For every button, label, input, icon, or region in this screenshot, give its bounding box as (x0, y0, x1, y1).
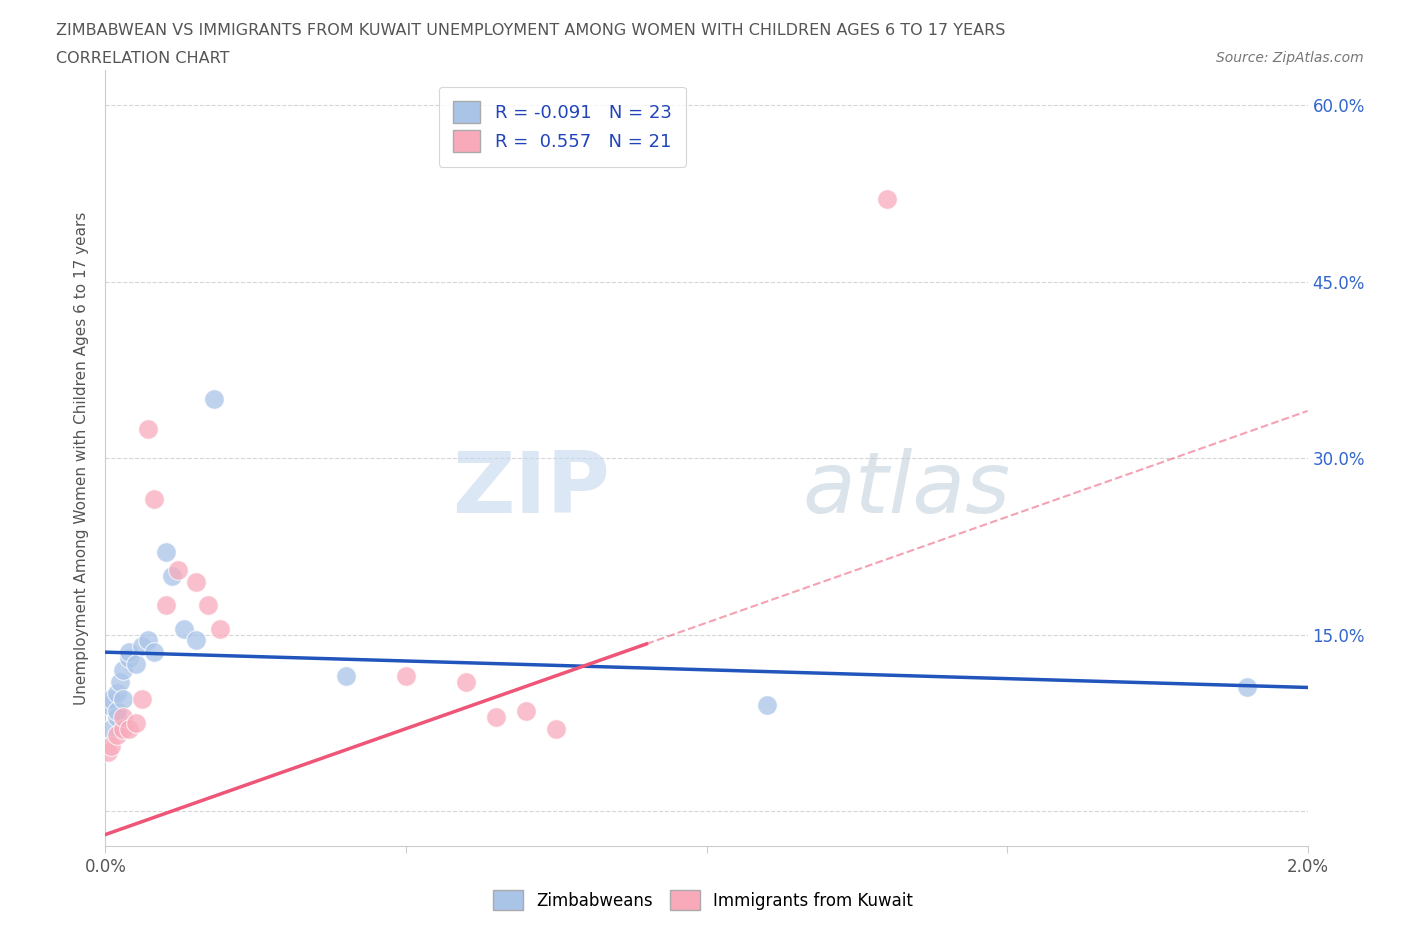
Point (202, 392, 225, 406)
Point (131, 639, 153, 654)
Point (1236, 680, 1258, 695)
Point (100, 738, 122, 753)
Point (97, 698, 120, 712)
Point (335, 669, 357, 684)
Point (112, 721, 135, 736)
Text: atlas: atlas (803, 447, 1011, 531)
Point (124, 657, 146, 671)
Legend: Zimbabweans, Immigrants from Kuwait: Zimbabweans, Immigrants from Kuwait (486, 884, 920, 917)
Point (876, 192, 898, 206)
Point (142, 644, 165, 659)
Point (184, 633, 207, 648)
Point (755, 698, 778, 712)
Point (485, 710, 508, 724)
Point (155, 545, 177, 560)
Point (136, 633, 159, 648)
Point (112, 692, 135, 707)
Point (395, 669, 418, 684)
Point (124, 715, 146, 730)
Point (197, 598, 219, 613)
Point (131, 692, 153, 707)
Point (118, 644, 141, 659)
Point (112, 710, 135, 724)
Point (100, 721, 122, 736)
Legend: R = -0.091   N = 23, R =  0.557   N = 21: R = -0.091 N = 23, R = 0.557 N = 21 (439, 86, 686, 166)
Point (208, 621, 231, 636)
Text: CORRELATION CHART: CORRELATION CHART (56, 51, 229, 66)
Point (160, 568, 183, 583)
Point (546, 721, 568, 736)
Point (155, 598, 177, 613)
Point (118, 651, 141, 666)
Point (118, 721, 141, 736)
Point (173, 621, 195, 636)
Point (166, 563, 188, 578)
Text: ZIMBABWEAN VS IMMIGRANTS FROM KUWAIT UNEMPLOYMENT AMONG WOMEN WITH CHILDREN AGES: ZIMBABWEAN VS IMMIGRANTS FROM KUWAIT UNE… (56, 23, 1005, 38)
Point (107, 686, 129, 701)
Point (454, 674, 477, 689)
Text: ZIP: ZIP (453, 447, 610, 531)
Point (515, 704, 537, 719)
Point (100, 692, 122, 707)
Point (136, 421, 159, 436)
Point (107, 710, 129, 724)
Point (142, 492, 165, 507)
Point (110, 674, 132, 689)
Point (107, 704, 129, 719)
Point (112, 662, 135, 677)
Y-axis label: Unemployment Among Women with Children Ages 6 to 17 years: Unemployment Among Women with Children A… (75, 211, 90, 705)
Point (97, 745, 120, 760)
Point (184, 574, 207, 589)
Text: Source: ZipAtlas.com: Source: ZipAtlas.com (1216, 51, 1364, 65)
Point (107, 727, 129, 742)
